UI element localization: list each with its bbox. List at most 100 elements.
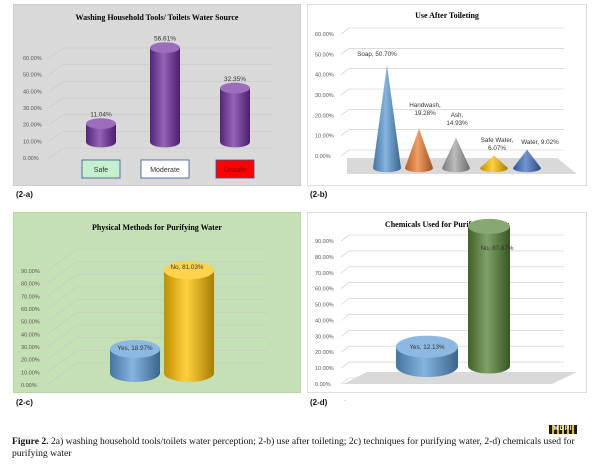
gridline-depth <box>48 147 64 159</box>
gridline-depth <box>46 248 78 272</box>
y-tick-label: 50.00% <box>315 52 334 58</box>
caption-text: 2a) washing household tools/toilets wate… <box>12 436 575 459</box>
category-box <box>81 159 121 179</box>
chart-d-svg: Chemicals Used for Purifying Water 0.00% 1… <box>307 212 587 393</box>
gridline-depth <box>46 312 78 335</box>
gridline-depth <box>340 109 350 116</box>
chart-a-svg: Washing Household Tools/ Toilets Water S… <box>13 4 301 186</box>
category-label: Moderate <box>150 167 180 174</box>
gridline-depth <box>48 81 64 92</box>
bar-top <box>468 218 510 234</box>
bar-top <box>396 335 458 358</box>
gridline-depth <box>340 27 350 35</box>
figure-caption: Figure 2. 2a) washing household tools/to… <box>12 436 590 460</box>
gridline-depth <box>46 350 78 373</box>
bar-top <box>110 339 160 358</box>
y-tick-label: 20.00% <box>23 123 42 129</box>
gridline-depth <box>340 314 350 321</box>
gridline-depth <box>48 114 64 125</box>
caption-prefix: Figure 2. <box>12 436 49 447</box>
bar <box>220 88 250 148</box>
y-tick-label: 20.00% <box>21 358 40 364</box>
gridline-depth <box>340 68 350 75</box>
gridline-depth <box>46 337 78 360</box>
gridline-depth <box>340 250 350 258</box>
gridline-depth <box>340 149 350 157</box>
category-label: Safe <box>94 167 109 174</box>
y-tick-label: 50.00% <box>315 303 334 309</box>
y-tick-label: 60.00% <box>315 287 334 293</box>
y-tick-label: 0.00% <box>21 383 37 389</box>
y-tick-label: 60.00% <box>315 32 334 38</box>
data-label: Yes, 12.13% <box>409 344 445 351</box>
bar-top <box>220 82 250 94</box>
chart-floor <box>343 372 577 384</box>
y-tick-label: 0.00% <box>23 156 39 162</box>
gridline-depth <box>46 286 78 310</box>
y-tick-label: 70.00% <box>21 294 40 300</box>
gridline-depth <box>340 88 350 96</box>
gridline-depth <box>340 345 350 353</box>
y-tick-label: 80.00% <box>315 255 334 261</box>
data-label: Safe Water, 6.07% <box>481 137 514 152</box>
panel-label-d: (2-d) <box>310 398 328 407</box>
y-tick-label: 20.00% <box>315 113 334 119</box>
y-tick-label: 10.00% <box>21 370 40 376</box>
category-box <box>140 159 190 179</box>
gridline-depth <box>46 261 78 284</box>
y-tick-label: 30.00% <box>315 334 334 340</box>
data-label: Yes, 18.97% <box>117 345 153 352</box>
y-tick-label: 90.00% <box>315 239 334 245</box>
chart-title: Chemicals Used for Purifying Water <box>385 220 510 229</box>
y-tick-label: 0.00% <box>315 154 331 160</box>
y-tick-label: 30.00% <box>23 106 42 112</box>
y-tick-label: 40.00% <box>23 89 42 95</box>
gridline-depth <box>48 131 64 142</box>
panel-label-b: (2-b) <box>310 190 328 199</box>
cone <box>513 149 541 173</box>
chart-b-svg: Use After Toileting 0.00% 10.00% 20.00% 30.0… <box>307 4 587 186</box>
stray-mark: ˑ <box>344 398 347 407</box>
cone <box>442 137 470 173</box>
gridline-depth <box>340 330 350 337</box>
y-tick-label: 30.00% <box>21 345 40 351</box>
publisher-logo: MDPI <box>549 425 577 434</box>
gridline-depth <box>340 377 350 385</box>
chart-background <box>307 4 587 186</box>
chart-title: Physical Methods for Purifying Water <box>92 223 222 232</box>
data-label: 11.04% <box>90 112 112 119</box>
y-tick-label: 30.00% <box>315 93 334 99</box>
y-tick-label: 40.00% <box>21 332 40 338</box>
gridline-depth <box>340 361 350 369</box>
y-tick-label: 70.00% <box>315 271 334 277</box>
cone <box>373 64 401 173</box>
bar <box>468 226 510 374</box>
bar-top <box>164 261 214 280</box>
y-tick-label: 60.00% <box>23 56 42 62</box>
gridline-depth <box>46 324 78 348</box>
y-tick-label: 0.00% <box>315 382 331 388</box>
chart-panel-c: Physical Methods for Purifying Water 0.00… <box>13 212 301 393</box>
gridline-depth <box>340 266 350 274</box>
data-label: Soap, 50.70% <box>357 51 397 58</box>
cone <box>480 155 508 173</box>
y-tick-label: 80.00% <box>21 282 40 288</box>
gridline-depth <box>340 129 350 136</box>
chart-panel-d: Chemicals Used for Purifying Water 0.00% 1… <box>307 212 587 393</box>
y-tick-label: 20.00% <box>315 350 334 356</box>
y-tick-label: 10.00% <box>315 134 334 140</box>
chart-panel-b: Use After Toileting 0.00% 10.00% 20.00% 30.0… <box>307 4 587 186</box>
data-label: No, 87.87% <box>481 245 514 252</box>
data-label: 56.61% <box>154 36 176 43</box>
y-tick-label: 90.00% <box>21 269 40 275</box>
panel-label-a: (2-a) <box>16 190 33 199</box>
category-label: Unsafe <box>224 167 246 174</box>
bar <box>110 348 160 382</box>
y-tick-label: 40.00% <box>315 318 334 324</box>
gridline-depth <box>340 282 350 289</box>
cone <box>405 128 433 173</box>
y-tick-label: 50.00% <box>21 320 40 326</box>
gridline-depth <box>46 274 78 297</box>
gridline-depth <box>48 47 64 59</box>
gridline-depth <box>48 97 64 109</box>
